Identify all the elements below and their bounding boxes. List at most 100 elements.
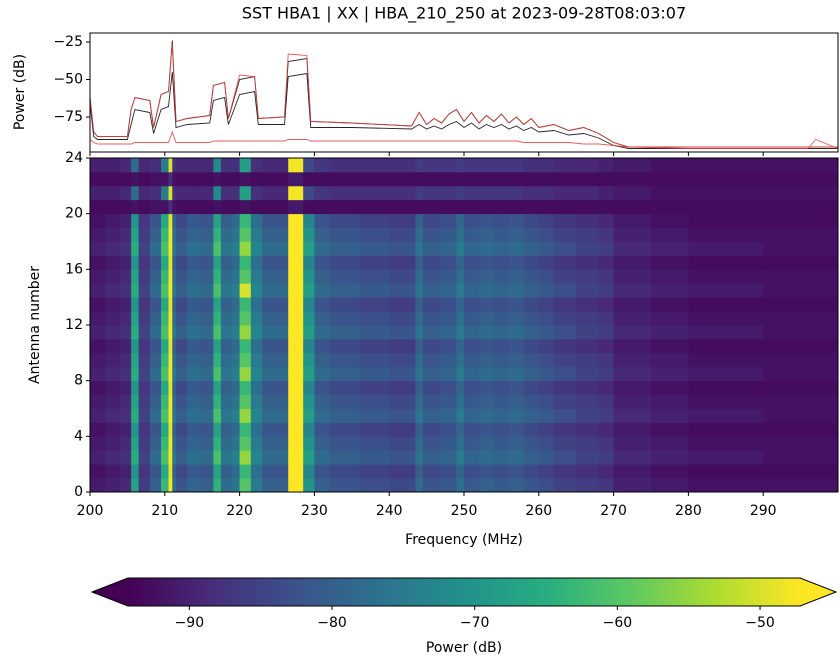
heatmap-cell — [478, 158, 495, 173]
heatmap-cell — [523, 255, 540, 270]
heatmap-cell — [131, 199, 140, 215]
heatmap-cell — [523, 366, 540, 382]
heatmap-cell — [161, 255, 169, 270]
heatmap-cell — [415, 283, 424, 298]
heatmap-cell — [176, 325, 188, 340]
heatmap-cell — [598, 422, 614, 437]
heatmap-cell — [168, 255, 173, 270]
heatmap-cell — [651, 227, 689, 242]
heatmap-cell — [576, 325, 600, 340]
heatmap-cell — [613, 408, 652, 423]
heatmap-cell — [104, 269, 121, 284]
heatmap-cell — [172, 158, 177, 173]
heatmap-cell — [523, 158, 540, 173]
heatmap-cell — [262, 408, 289, 423]
heatmap-cell — [493, 338, 510, 354]
heatmap-cell — [763, 199, 839, 215]
heatmap-cell — [613, 241, 652, 256]
heatmap-cell — [262, 352, 289, 368]
heatmap-cell — [613, 352, 652, 368]
heatmap-cell — [104, 241, 121, 256]
heatmap-cell — [493, 171, 510, 187]
heatmap-cell — [232, 464, 240, 479]
heatmap-cell — [213, 269, 222, 284]
heatmap-cell — [763, 269, 839, 284]
heatmap-cell — [493, 352, 510, 368]
heatmap-cell — [538, 366, 555, 382]
heatmap-cell — [329, 338, 360, 354]
heatmap-cell — [90, 297, 106, 312]
heatmap-cell — [90, 269, 106, 284]
heatmap-cell — [576, 422, 600, 437]
heatmap-cell — [422, 213, 442, 228]
heatmap-cell — [119, 450, 132, 465]
heatmap-cell — [314, 408, 330, 423]
heatmap-cell — [250, 478, 263, 493]
heatmap-cell — [198, 394, 214, 409]
heatmap-cell — [262, 199, 289, 215]
heatmap-cell — [161, 352, 169, 368]
heatmap-cell — [359, 366, 390, 382]
heatmap-cell — [763, 311, 839, 326]
heatmap-cell — [576, 199, 600, 215]
heatmap-cell — [138, 255, 151, 270]
heatmap-cell — [651, 352, 689, 368]
heatmap-cell — [90, 213, 106, 228]
heatmap-cell — [232, 283, 240, 298]
heatmap-cell — [232, 213, 240, 228]
heatmap-cell — [478, 450, 495, 465]
heatmap-cell — [119, 325, 132, 340]
heatmap-cell — [553, 325, 577, 340]
heatmap-cell — [220, 464, 233, 479]
heatmap-cell — [456, 241, 465, 256]
heatmap-cell — [478, 366, 495, 382]
heatmap-cell — [314, 158, 330, 173]
heatmap-cell — [456, 422, 465, 437]
heatmap-cell — [161, 408, 169, 423]
heatmap-cell — [303, 436, 315, 451]
heatmap-cell — [149, 422, 162, 437]
heatmap-cell — [176, 171, 188, 187]
heatmap-cell — [415, 408, 424, 423]
heatmap-cell — [553, 171, 577, 187]
heatmap-cell — [651, 283, 689, 298]
heatmap-cell — [456, 408, 465, 423]
heatmap-cell — [688, 394, 764, 409]
heatmap-cell — [464, 213, 480, 228]
heatmap-cell — [90, 394, 106, 409]
y-tick-label: −25 — [53, 34, 83, 50]
heatmap-cell — [688, 464, 764, 479]
heatmap-cell — [415, 394, 424, 409]
heatmap-cell — [239, 478, 252, 493]
heatmap-cell — [220, 436, 233, 451]
heatmap-cell — [176, 269, 188, 284]
heatmap-cell — [172, 352, 177, 368]
heatmap-cell — [232, 436, 240, 451]
heatmap-cell — [138, 338, 151, 354]
heatmap-cell — [359, 311, 390, 326]
heatmap-cell — [232, 338, 240, 354]
heatmap-cell — [422, 185, 442, 201]
heatmap-cell — [232, 158, 240, 173]
heatmap-cell — [172, 450, 177, 465]
heatmap-cell — [172, 199, 177, 215]
heatmap-cell — [149, 450, 162, 465]
heatmap-cell — [314, 241, 330, 256]
heatmap-cell — [213, 297, 222, 312]
heatmap-cell — [250, 213, 263, 228]
heatmap — [90, 158, 839, 493]
heatmap-cell — [149, 241, 162, 256]
heatmap-cell — [493, 422, 510, 437]
heatmap-cell — [456, 269, 465, 284]
heatmap-cell — [523, 199, 540, 215]
heatmap-cell — [232, 269, 240, 284]
heatmap-cell — [688, 297, 764, 312]
heatmap-cell — [688, 478, 764, 493]
heatmap-cell — [149, 283, 162, 298]
heatmap-cell — [493, 297, 510, 312]
heatmap-cell — [523, 213, 540, 228]
heatmap-cell — [168, 366, 173, 382]
heatmap-cell — [359, 380, 390, 395]
heatmap-cell — [198, 478, 214, 493]
heatmap-cell — [441, 241, 457, 256]
